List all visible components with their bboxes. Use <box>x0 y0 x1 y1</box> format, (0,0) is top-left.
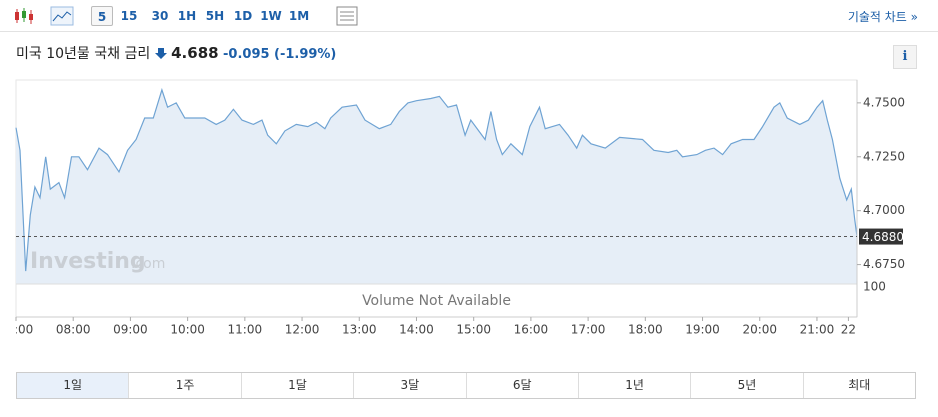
change-pct: (-1.99%) <box>274 47 337 62</box>
x-tick-label: 12:00 <box>285 323 320 337</box>
interval-button[interactable]: 1D <box>233 9 253 23</box>
x-tick-label: 18:00 <box>628 323 663 337</box>
header: 미국 10년물 국채 금리 4.688 -0.095 (-1.99%) <box>16 43 336 63</box>
x-tick-label: 20:00 <box>742 323 777 337</box>
y-tick-label: 4.6750 <box>863 257 905 271</box>
change: -0.095 <box>223 47 270 62</box>
range-button[interactable]: 1주 <box>128 373 240 398</box>
range-button[interactable]: 최대 <box>802 373 915 398</box>
x-tick-label: 14:00 <box>399 323 434 337</box>
interval-button[interactable]: 5 <box>91 6 113 26</box>
x-tick-label: 11:00 <box>228 323 263 337</box>
technical-chart-link[interactable]: 기술적 차트 » <box>847 10 918 24</box>
area-fill <box>16 89 857 285</box>
volume-text: Volume Not Available <box>362 293 511 309</box>
table-icon[interactable] <box>336 6 358 26</box>
range-button[interactable]: 5년 <box>690 373 802 398</box>
chart: Investing.com 4.7500 4.7250 4.7000 4.6750 4.6… <box>0 79 905 337</box>
watermark-suffix: .com <box>131 256 165 272</box>
last-value-box <box>859 228 903 245</box>
interval-button[interactable]: 1H <box>177 9 197 23</box>
x-labels: 07:00 08:00 09:00 10:00 11:00 12:00 13:00 14:00… <box>0 323 856 337</box>
range-button[interactable]: 3달 <box>353 373 465 398</box>
x-tick-label: 07:00 <box>0 323 33 337</box>
price: 4.688 <box>171 44 219 62</box>
x-tick-label: 09:00 <box>113 323 148 337</box>
range-button[interactable]: 1달 <box>240 373 353 398</box>
title: 미국 10년물 국채 금리 <box>16 46 151 62</box>
interval-button[interactable]: 5H <box>205 9 225 23</box>
x-tick-label: 08:00 <box>56 323 91 337</box>
x-tick-label: 17:00 <box>571 323 606 337</box>
price-line <box>15 87 858 272</box>
x-tick-label: 13:00 <box>342 323 377 337</box>
x-tick-label: 19:00 <box>685 323 720 337</box>
area-icon[interactable] <box>50 6 74 26</box>
toolbar: 5 15 30 1H 5H 1D 1W 1M 기술적 차트 » <box>0 0 938 32</box>
y-tick-label: 4.7000 <box>863 203 905 217</box>
x-tick-label: 15:00 <box>456 323 491 337</box>
range-button[interactable]: 1년 <box>577 373 690 398</box>
down-arrow <box>154 48 167 59</box>
candle-icon[interactable] <box>12 6 36 26</box>
x-tick-label: 21:00 <box>800 323 835 337</box>
info-button[interactable]: i <box>893 45 917 69</box>
interval-button[interactable]: 30 <box>151 9 169 23</box>
x-tick-label: 22 <box>841 323 856 337</box>
volume-tick-label: 100 <box>863 280 886 294</box>
y-tick-label: 4.7250 <box>863 149 905 163</box>
x-tick-label: 16:00 <box>514 323 549 337</box>
x-tick-label: 10:00 <box>170 323 205 337</box>
interval-button[interactable]: 15 <box>120 9 138 23</box>
last-value-label: 4.6880 <box>862 230 904 244</box>
interval-button[interactable]: 1M <box>288 9 310 23</box>
interval-button[interactable]: 1W <box>260 9 282 23</box>
range-button[interactable]: 1일 <box>17 373 129 398</box>
range-bar: 1일 1주 1달 3달 6달 1년 5년 최대 <box>16 372 916 399</box>
watermark: Investing <box>30 249 146 274</box>
y-tick-label: 4.7500 <box>863 95 905 109</box>
range-button[interactable]: 6달 <box>465 373 578 398</box>
